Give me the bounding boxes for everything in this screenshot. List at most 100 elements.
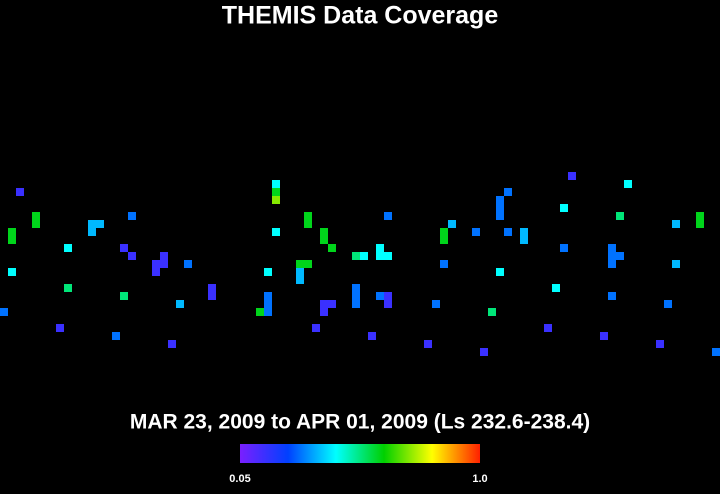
coverage-cell (696, 220, 704, 228)
coverage-cell (296, 276, 304, 284)
coverage-cell (384, 212, 392, 220)
coverage-cell (296, 260, 304, 268)
coverage-cells (0, 172, 720, 356)
coverage-cell (608, 244, 616, 252)
coverage-cell (544, 324, 552, 332)
coverage-cell (616, 252, 624, 260)
coverage-cell (16, 188, 24, 196)
coverage-cell (264, 268, 272, 276)
coverage-cell (176, 300, 184, 308)
coverage-cell (152, 260, 160, 268)
coverage-cell (672, 220, 680, 228)
coverage-cell (656, 340, 664, 348)
coverage-cell (496, 204, 504, 212)
coverage-cell (208, 292, 216, 300)
coverage-cell (56, 324, 64, 332)
coverage-cell (320, 300, 328, 308)
coverage-cell (96, 220, 104, 228)
coverage-cell (624, 180, 632, 188)
coverage-cell (496, 196, 504, 204)
coverage-cell (368, 332, 376, 340)
coverage-cell (328, 244, 336, 252)
coverage-cell (88, 228, 96, 236)
coverage-cell (376, 252, 384, 260)
coverage-cell (272, 188, 280, 196)
coverage-cell (128, 252, 136, 260)
coverage-cell (152, 268, 160, 276)
coverage-cell (496, 268, 504, 276)
coverage-cell (304, 212, 312, 220)
coverage-cell (520, 236, 528, 244)
coverage-cell (448, 220, 456, 228)
coverage-cell (432, 300, 440, 308)
coverage-cell (616, 212, 624, 220)
coverage-cell (320, 228, 328, 236)
coverage-cell (304, 260, 312, 268)
coverage-cell (440, 228, 448, 236)
coverage-cell (352, 292, 360, 300)
coverage-cell (8, 236, 16, 244)
coverage-cell (376, 292, 384, 300)
coverage-cell (352, 252, 360, 260)
coverage-cell (352, 284, 360, 292)
coverage-cell (504, 188, 512, 196)
coverage-cell (384, 300, 392, 308)
coverage-cell (160, 260, 168, 268)
colorbar (240, 444, 480, 463)
coverage-cell (608, 292, 616, 300)
coverage-cell (488, 308, 496, 316)
coverage-cell (168, 340, 176, 348)
coverage-cell (440, 236, 448, 244)
coverage-cell (0, 308, 8, 316)
coverage-cell (8, 268, 16, 276)
coverage-cell (272, 196, 280, 204)
coverage-cell (264, 292, 272, 300)
coverage-cell (160, 252, 168, 260)
coverage-cell (696, 212, 704, 220)
coverage-cell (560, 204, 568, 212)
coverage-cell (320, 308, 328, 316)
coverage-cell (560, 244, 568, 252)
coverage-cell (672, 260, 680, 268)
colorbar-tick-label: 0.05 (229, 473, 250, 485)
coverage-cell (600, 332, 608, 340)
coverage-cell (88, 220, 96, 228)
coverage-cell (272, 180, 280, 188)
coverage-cell (608, 252, 616, 260)
coverage-cell (664, 300, 672, 308)
coverage-cell (712, 348, 720, 356)
coverage-cell (360, 252, 368, 260)
coverage-cell (64, 284, 72, 292)
coverage-cell (296, 268, 304, 276)
coverage-cell (312, 324, 320, 332)
coverage-cell (384, 292, 392, 300)
coverage-cell (64, 244, 72, 252)
coverage-cell (112, 332, 120, 340)
coverage-cell (496, 212, 504, 220)
coverage-cell (264, 308, 272, 316)
coverage-cell (184, 260, 192, 268)
coverage-cell (472, 228, 480, 236)
coverage-cell (352, 300, 360, 308)
coverage-cell (120, 292, 128, 300)
coverage-cell (504, 228, 512, 236)
coverage-cell (120, 244, 128, 252)
coverage-cell (320, 236, 328, 244)
coverage-cell (520, 228, 528, 236)
coverage-cell (256, 308, 264, 316)
coverage-cell (32, 220, 40, 228)
coverage-cell (304, 220, 312, 228)
coverage-cell (376, 244, 384, 252)
coverage-cell (128, 212, 136, 220)
coverage-cell (608, 260, 616, 268)
coverage-cell (328, 300, 336, 308)
coverage-cell (480, 348, 488, 356)
coverage-cell (424, 340, 432, 348)
coverage-cell (440, 260, 448, 268)
coverage-cell (208, 284, 216, 292)
coverage-cell (384, 252, 392, 260)
coverage-cell (272, 228, 280, 236)
coverage-cell (8, 228, 16, 236)
